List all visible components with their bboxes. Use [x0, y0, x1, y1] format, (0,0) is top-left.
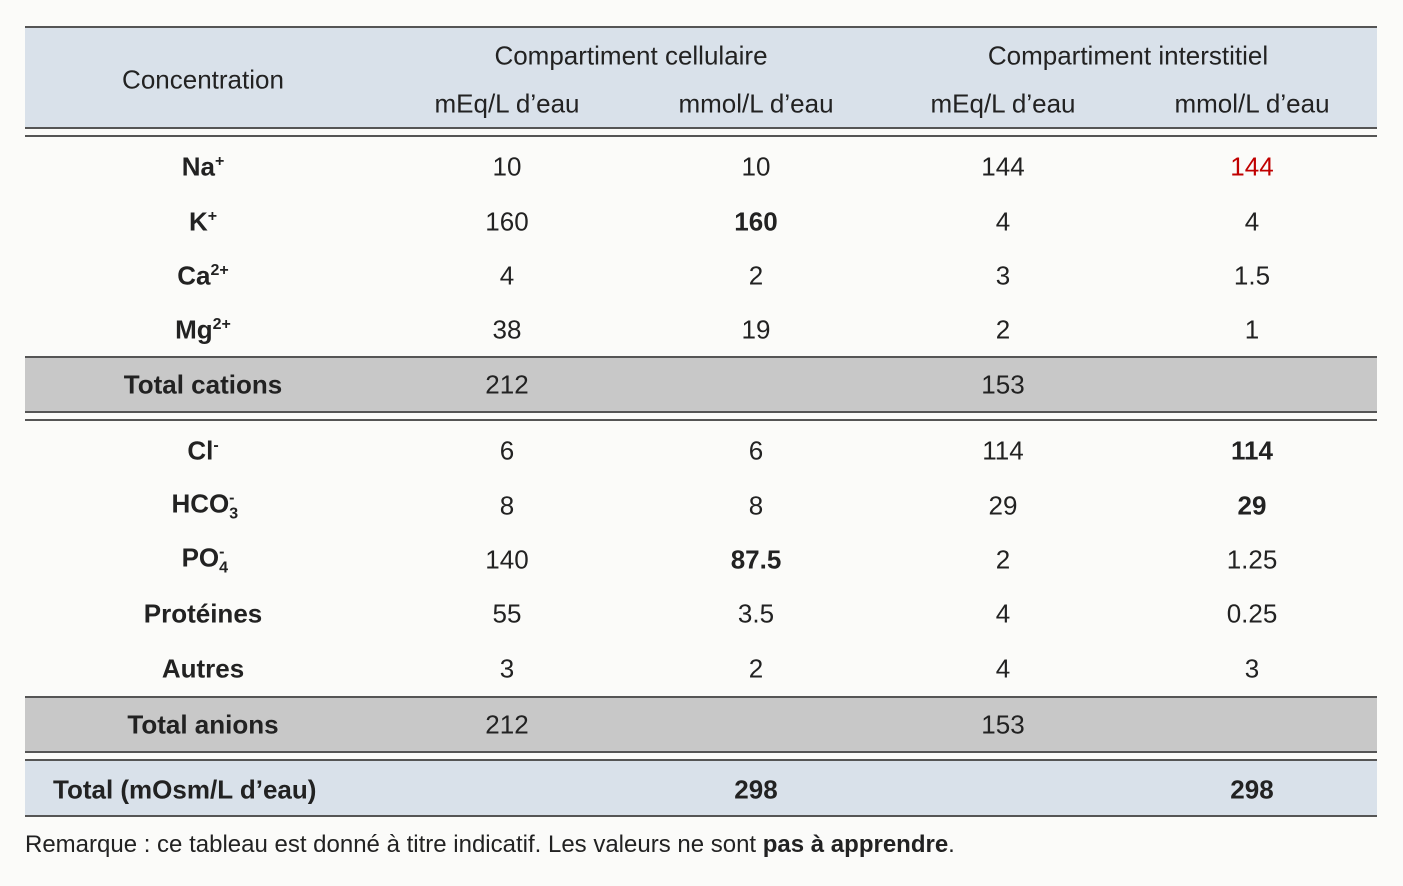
total-value: 298 — [734, 774, 778, 805]
value-cell: 144 — [1230, 151, 1274, 182]
ion: K — [188, 206, 208, 237]
value-cell: 4 — [995, 653, 1011, 684]
rule — [25, 815, 1377, 817]
ion-label: K+ — [189, 207, 217, 238]
value-cell: 4 — [499, 260, 515, 291]
header-cell: Concentration — [122, 64, 284, 95]
value-cell: 2 — [995, 544, 1011, 575]
total-label: Total anions — [127, 709, 279, 740]
value-cell: 160 — [734, 206, 778, 237]
rule — [25, 356, 1377, 358]
unit-header: mmol/L d’eau — [1174, 88, 1330, 119]
ion-label: PO4- — [181, 542, 229, 577]
ion-label: HCO3- — [171, 488, 238, 523]
value-cell: 6 — [499, 435, 515, 466]
ion: Mg — [175, 314, 213, 345]
value-cell: 3 — [499, 653, 515, 684]
ion: PO — [181, 542, 220, 573]
value-cell: 55 — [492, 598, 522, 629]
total-anions-bg — [25, 697, 1377, 752]
value-cell: 1.25 — [1226, 544, 1278, 575]
value-cell: 87.5 — [730, 544, 782, 575]
ion: HCO — [171, 488, 230, 519]
ion-label: Ca2+ — [177, 261, 229, 292]
group-header: Compartiment interstitiel — [987, 40, 1269, 71]
rule — [25, 127, 1377, 129]
value-cell: 29 — [1237, 490, 1267, 521]
unit-header: mmol/L d’eau — [678, 88, 834, 119]
total-label: Total cations — [123, 369, 283, 400]
rule — [25, 759, 1377, 761]
total-cations-bg — [25, 357, 1377, 412]
ion-label: Autres — [162, 654, 244, 685]
rule — [25, 696, 1377, 698]
value-cell: 6 — [748, 435, 764, 466]
ion-label: Mg2+ — [175, 315, 231, 346]
rule — [25, 751, 1377, 753]
ion-sup: - — [219, 543, 225, 561]
note: Remarque : ce tableau est donné à titre … — [25, 831, 955, 859]
ion-label: Na+ — [182, 152, 225, 183]
ion: Autres — [161, 653, 245, 684]
ion-sup: - — [213, 436, 219, 454]
note-end: . — [948, 831, 955, 858]
value-cell: 114 — [1231, 435, 1273, 466]
value-cell: 2 — [995, 314, 1011, 345]
value-cell: 160 — [485, 206, 529, 237]
rule — [25, 411, 1377, 413]
value-cell: 19 — [741, 314, 771, 345]
rule — [25, 135, 1377, 137]
value-cell: 10 — [741, 151, 771, 182]
value-cell: 10 — [492, 151, 522, 182]
total-bg — [25, 760, 1377, 816]
value-cell: 2 — [748, 653, 764, 684]
value-cell: 3 — [995, 260, 1011, 291]
total-label: Total (mOsm/L d’eau) — [53, 774, 317, 805]
value-cell: 140 — [485, 544, 529, 575]
value-cell: 4 — [1244, 206, 1260, 237]
total-value: 212 — [485, 369, 529, 400]
value-cell: 3 — [1244, 653, 1260, 684]
ion-label: Protéines — [144, 599, 263, 630]
unit-header: mEq/L d’eau — [930, 88, 1076, 119]
value-cell: 144 — [981, 151, 1025, 182]
value-cell: 4 — [995, 598, 1011, 629]
value-cell: 8 — [748, 490, 764, 521]
group-header: Compartiment cellulaire — [494, 40, 768, 71]
ion-sup: 2+ — [210, 261, 229, 279]
header-bg — [25, 27, 1377, 128]
value-cell: 8 — [499, 490, 515, 521]
total-value: 153 — [981, 709, 1025, 740]
note-text: Remarque : ce tableau est donné à titre … — [25, 831, 763, 858]
value-cell: 0.25 — [1226, 598, 1278, 629]
ion: Na — [181, 151, 215, 182]
ion-sub: 3 — [229, 505, 239, 523]
unit-header: mEq/L d’eau — [434, 88, 580, 119]
value-cell: 29 — [988, 490, 1018, 521]
ion-sub: 4 — [219, 559, 229, 577]
ion-sup: 2+ — [212, 315, 231, 333]
value-cell: 114 — [982, 435, 1024, 466]
value-cell: 3.5 — [737, 598, 775, 629]
rule — [25, 26, 1377, 28]
value-cell: 2 — [748, 260, 764, 291]
ion: Ca — [177, 260, 211, 291]
value-cell: 4 — [995, 206, 1011, 237]
ion: Protéines — [143, 598, 263, 629]
note-bold: pas à apprendre — [762, 831, 949, 858]
rule — [25, 419, 1377, 421]
ion-sup: + — [214, 152, 225, 170]
ion-sup: + — [207, 207, 218, 225]
ion-sup: - — [229, 489, 235, 507]
total-value: 212 — [485, 709, 529, 740]
value-cell: 1 — [1244, 314, 1260, 345]
value-cell: 1.5 — [1233, 260, 1271, 291]
total-value: 153 — [981, 369, 1025, 400]
total-value: 298 — [1230, 774, 1274, 805]
ion-label: Cl- — [187, 436, 218, 467]
value-cell: 38 — [492, 314, 522, 345]
ion: Cl — [187, 435, 214, 466]
